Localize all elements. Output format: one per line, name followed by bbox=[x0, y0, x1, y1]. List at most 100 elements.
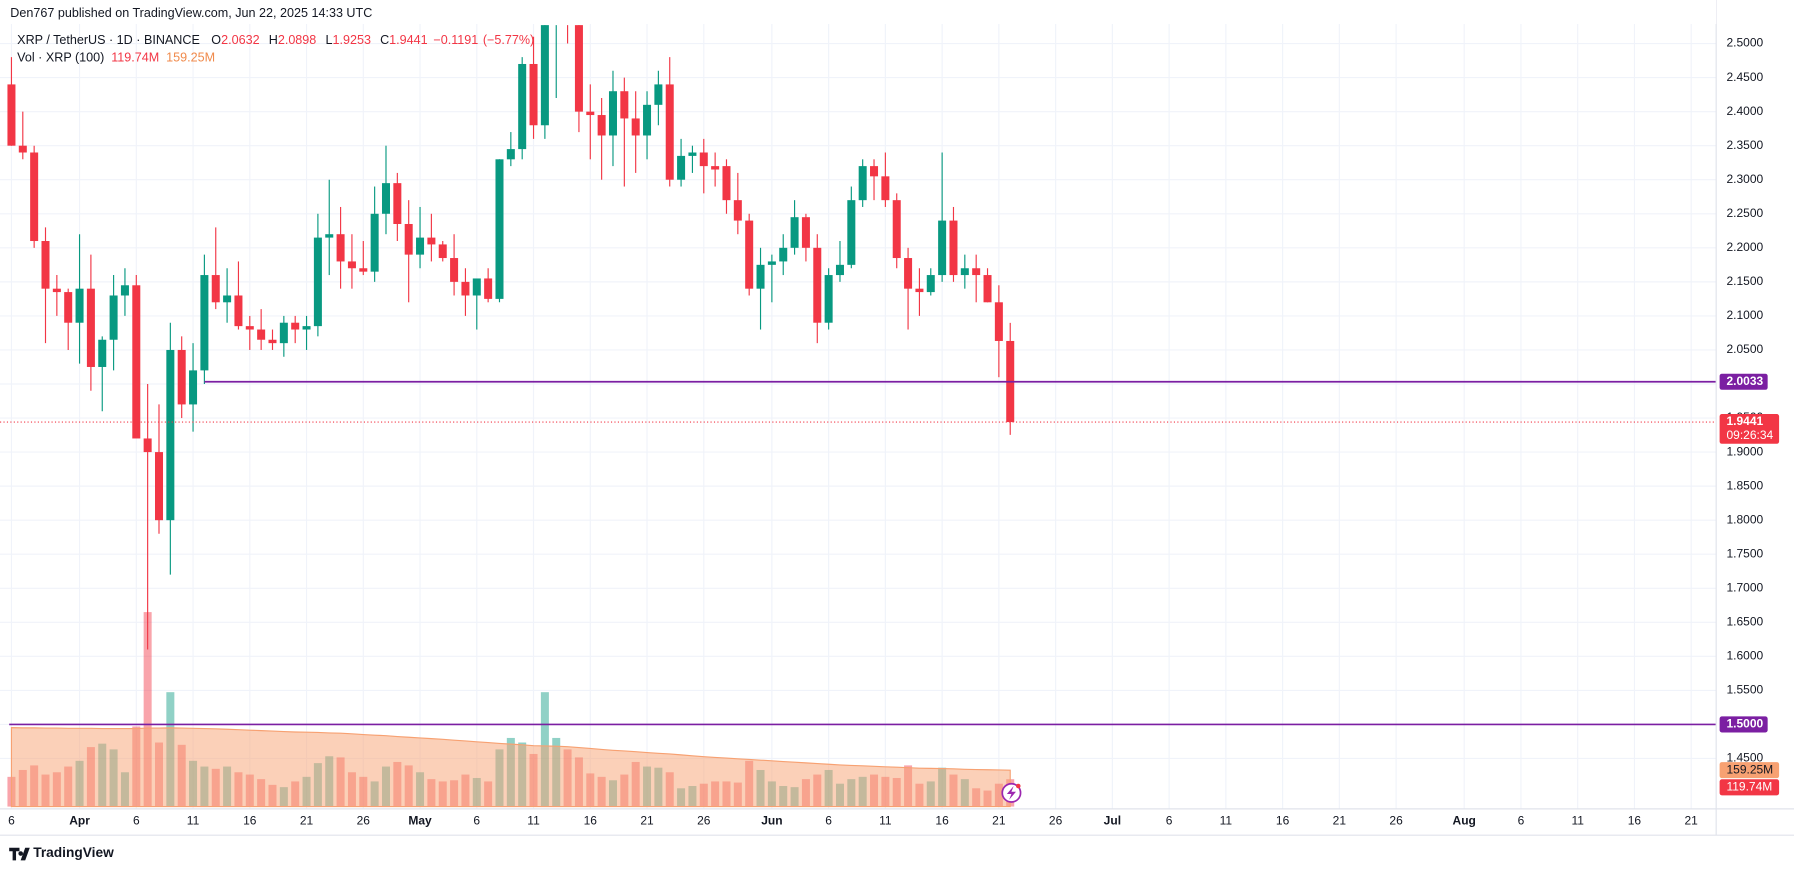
candle-body bbox=[938, 220, 947, 276]
ohlc-value: 1.9441 bbox=[389, 34, 427, 48]
candle-body bbox=[313, 237, 322, 327]
legend: XRP / TetherUS · 1D · BINANCE O2.0632 H2.0… bbox=[17, 34, 534, 48]
candle-body bbox=[370, 213, 379, 272]
candle-body bbox=[177, 349, 186, 405]
candle-body bbox=[824, 275, 833, 323]
candle-body bbox=[291, 322, 300, 330]
y-tick-label: 2.4500 bbox=[1726, 70, 1763, 84]
y-tick-label: 1.6500 bbox=[1726, 614, 1763, 628]
x-tick-label: 16 bbox=[935, 814, 949, 828]
x-tick-label: 6 bbox=[133, 814, 140, 828]
candle-body bbox=[41, 241, 50, 289]
candle-body bbox=[495, 159, 504, 299]
candle-body bbox=[75, 288, 84, 323]
candle-body bbox=[347, 261, 356, 269]
candle-body bbox=[438, 244, 447, 259]
candle-body bbox=[223, 295, 232, 303]
candle-body bbox=[688, 152, 697, 156]
x-tick-label: 26 bbox=[1049, 814, 1063, 828]
candle-body bbox=[801, 217, 810, 248]
candle-body bbox=[745, 220, 754, 289]
x-tick-label: 6 bbox=[1518, 814, 1525, 828]
candle-body bbox=[506, 149, 515, 160]
x-tick-label: Apr bbox=[69, 814, 90, 828]
grid bbox=[0, 0, 1717, 809]
y-tick-label: 1.8500 bbox=[1726, 478, 1763, 492]
x-tick-label: 11 bbox=[879, 814, 892, 828]
candle-body bbox=[892, 200, 901, 259]
candle-body bbox=[461, 281, 470, 296]
candle-body bbox=[450, 258, 459, 282]
candle-body bbox=[257, 329, 266, 340]
candle-body bbox=[665, 84, 674, 180]
x-tick-label: 26 bbox=[357, 814, 371, 828]
candle-body bbox=[915, 288, 924, 293]
candle-body bbox=[30, 152, 39, 242]
ohlc-label: C bbox=[380, 34, 389, 48]
candle-body bbox=[586, 111, 595, 116]
candle-body bbox=[779, 247, 788, 262]
last-price-label: 1.9441 bbox=[1726, 414, 1763, 428]
y-tick-label: 1.4500 bbox=[1726, 751, 1763, 765]
candle-body bbox=[722, 166, 731, 201]
candle-body bbox=[926, 275, 935, 293]
event-icon-bolt bbox=[1006, 785, 1016, 800]
line-price-label: 2.0033 bbox=[1726, 374, 1763, 388]
candle-body bbox=[98, 339, 107, 367]
symbol: XRP / TetherUS · 1D · BINANCE bbox=[17, 34, 200, 48]
candle-body bbox=[949, 220, 958, 276]
candle-body bbox=[631, 118, 640, 136]
candle-body bbox=[268, 339, 277, 344]
candle-body bbox=[733, 200, 742, 221]
candle-body bbox=[643, 104, 652, 136]
line-price-tag bbox=[1719, 716, 1768, 733]
candle-body bbox=[960, 268, 969, 276]
candle-body bbox=[484, 278, 493, 299]
x-tick-label: 11 bbox=[1571, 814, 1584, 828]
candle-body bbox=[518, 63, 527, 150]
candle-body bbox=[359, 268, 368, 272]
candle-body bbox=[711, 166, 720, 170]
candle-body bbox=[858, 166, 867, 201]
ma-tag bbox=[1719, 762, 1780, 779]
candle-body bbox=[654, 84, 663, 105]
candle-body bbox=[393, 183, 402, 224]
y-tick-label: 2.3000 bbox=[1726, 172, 1763, 186]
candle-body bbox=[18, 145, 27, 153]
candle-body bbox=[972, 268, 981, 276]
x-tick-label: Aug bbox=[1453, 814, 1476, 828]
x-tick-label: 21 bbox=[992, 814, 1006, 828]
candle-body bbox=[620, 91, 629, 119]
candle-body bbox=[143, 438, 152, 453]
candle-body bbox=[132, 285, 141, 439]
x-tick-label: 6 bbox=[8, 814, 15, 828]
last-price-tag bbox=[1719, 414, 1780, 444]
candles bbox=[7, 25, 1015, 650]
x-tick-label: May bbox=[408, 814, 432, 828]
volume-ma-area bbox=[10, 727, 1011, 808]
line-price-tag bbox=[1719, 373, 1768, 390]
y-tick-label: 2.5000 bbox=[1726, 36, 1763, 50]
x-tick-label: 21 bbox=[1333, 814, 1347, 828]
x-tick-label: 11 bbox=[527, 814, 540, 828]
candle-body bbox=[870, 166, 879, 177]
x-tick-label: 26 bbox=[697, 814, 711, 828]
candle-body bbox=[154, 452, 164, 521]
ohlc-value: 2.0898 bbox=[278, 34, 316, 48]
candle-body bbox=[189, 370, 198, 405]
y-tick-label: 1.8000 bbox=[1726, 512, 1763, 526]
candle-body bbox=[86, 288, 95, 367]
x-tick-label: 11 bbox=[1220, 814, 1233, 828]
ohlc-value: 2.0632 bbox=[221, 34, 259, 48]
ohlc-label: O bbox=[211, 34, 221, 48]
volume-pane bbox=[7, 612, 1015, 808]
y-tick-label: 2.1500 bbox=[1726, 274, 1763, 288]
candle-body bbox=[109, 295, 118, 340]
candle-body bbox=[881, 176, 890, 201]
x-tick-label: 26 bbox=[1389, 814, 1403, 828]
volume-title: Vol · XRP (100) bbox=[17, 51, 104, 65]
x-tick-label: 16 bbox=[584, 814, 598, 828]
x-tick-label: Jul bbox=[1104, 814, 1121, 828]
x-tick-label: 16 bbox=[1628, 814, 1642, 828]
